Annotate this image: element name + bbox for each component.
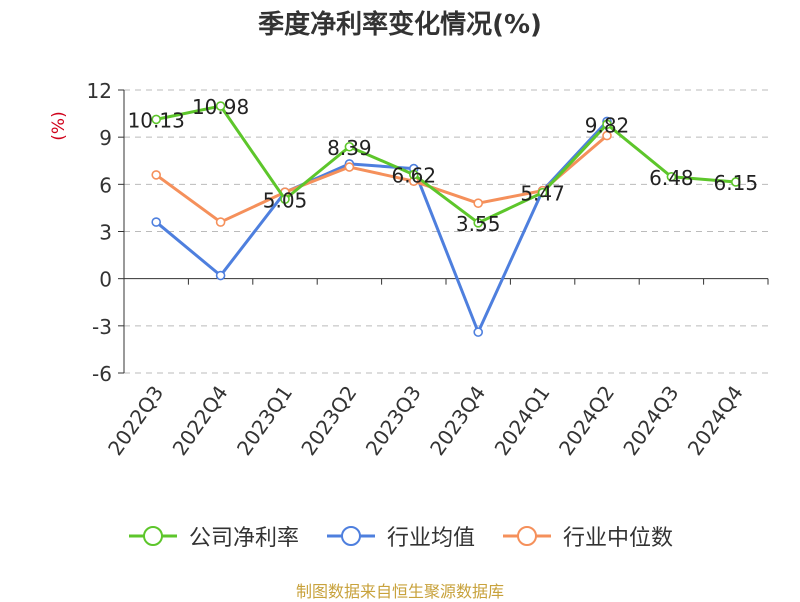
chart-title: 季度净利率变化情况(%): [258, 10, 542, 40]
data-point: [215, 101, 226, 111]
y-tick-label: 12: [87, 79, 112, 103]
data-point: [344, 162, 355, 172]
legend-marker-icon: [503, 526, 551, 546]
data-point: [151, 114, 161, 125]
source-note: 制图数据来自恒生聚源数据库: [295, 582, 504, 601]
data-point: [537, 187, 548, 198]
data-label: 10.13: [128, 108, 185, 132]
data-point: [215, 270, 226, 281]
data-point: [473, 198, 484, 208]
y-tick-label: 0: [99, 268, 112, 292]
legend-marker-icon: [326, 526, 375, 546]
x-tick-label: 2024Q4: [683, 381, 748, 460]
series-line: [155, 134, 608, 224]
legend-item[interactable]: 公司净利率: [127, 520, 299, 552]
grid-lines: [124, 89, 768, 374]
data-label: 5.05: [263, 188, 308, 212]
x-tick-label: 2024Q2: [554, 381, 619, 460]
data-point: [666, 171, 677, 182]
data-point: [151, 170, 161, 180]
legend-label: 行业中位数: [563, 526, 674, 551]
data-label: 6.62: [392, 164, 437, 188]
legend-marker-icon: [128, 526, 177, 546]
data-point: [408, 169, 419, 180]
data-point: [473, 218, 484, 228]
y-tick-label: 3: [99, 221, 112, 245]
x-tick-label: 2023Q1: [232, 381, 297, 460]
legend-circle: [517, 526, 537, 546]
data-point: [344, 141, 355, 152]
data-point: [215, 217, 226, 227]
series-line: [155, 104, 736, 225]
legend-item[interactable]: 行业均值: [325, 520, 475, 552]
legend-circle: [142, 526, 163, 546]
series-2: [151, 130, 612, 227]
data-point: [602, 130, 612, 141]
x-tick-label: 2022Q4: [168, 381, 233, 460]
series-layer: [151, 101, 741, 337]
data-label: 10.98: [192, 95, 249, 119]
y-tick-label: -6: [92, 362, 112, 386]
x-tick-label: 2024Q1: [490, 381, 555, 460]
data-label: 5.47: [520, 182, 565, 206]
data-label: 8.39: [327, 136, 372, 160]
data-point: [151, 217, 161, 227]
data-label: 3.55: [456, 212, 501, 236]
legend-label: 行业均值: [386, 526, 475, 551]
series-0: [151, 101, 741, 228]
y-axis-label: (%): [49, 111, 69, 140]
data-point: [602, 119, 612, 130]
legend-label: 公司净利率: [188, 526, 299, 551]
y-tick-label: -3: [92, 315, 112, 339]
legend-item[interactable]: 行业中位数: [501, 520, 673, 552]
data-labels: 10.13 10.98 5.05 8.39 6.62 3.55 5.47 9.82 6.48 6.…: [128, 95, 758, 236]
x-tick-label: 2023Q3: [361, 381, 426, 460]
data-point: [473, 327, 484, 337]
data-label: 9.82: [585, 113, 630, 137]
legend-circle: [340, 526, 361, 546]
data-point: [280, 194, 290, 205]
data-label: 6.15: [714, 171, 759, 195]
x-tick-label: 2023Q4: [425, 381, 490, 460]
legend: 公司净利率 行业均值 行业中位数: [0, 520, 800, 552]
data-label: 6.48: [649, 166, 694, 190]
data-point: [730, 177, 741, 187]
x-tick-label: 2024Q3: [618, 381, 683, 460]
y-tick-label: 9: [99, 126, 112, 150]
y-tick-label: 6: [99, 173, 112, 197]
series-line: [155, 120, 609, 334]
x-tick-label: 2022Q3: [103, 381, 168, 460]
x-tick-label: 2023Q2: [296, 381, 361, 460]
axes: -6 -3 0 3 6 9 12 2022Q3 2022Q4 2023Q1 2023Q2 2023Q3…: [87, 79, 769, 460]
